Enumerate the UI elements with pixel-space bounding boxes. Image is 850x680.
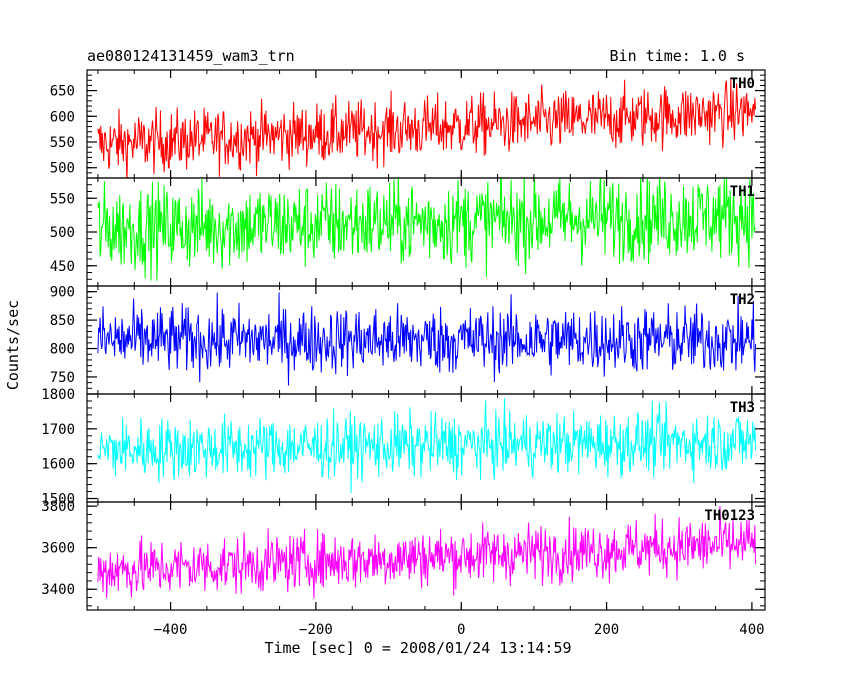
y-tick-label: 450 bbox=[50, 259, 75, 275]
x-tick-label: 200 bbox=[594, 622, 619, 638]
x-axis: −400 −200 0 200 400 bbox=[154, 622, 765, 638]
y-tick-label: 850 bbox=[50, 313, 75, 329]
panels-group: 500 550 600 650 TH0 450 500 550 TH1 750 800 850 900 T… bbox=[41, 69, 766, 611]
series-line-th0 bbox=[97, 77, 757, 178]
panel-label: TH1 bbox=[730, 184, 755, 200]
panel-label: TH0 bbox=[730, 76, 755, 92]
series-line-th0123 bbox=[97, 506, 757, 599]
y-tick-label: 1800 bbox=[41, 387, 75, 403]
panel-th0123: 3400 3600 3800 TH0123 bbox=[41, 499, 766, 611]
y-tick-label: 500 bbox=[50, 161, 75, 177]
y-axis-label: Counts/sec bbox=[4, 300, 22, 390]
y-tick-label: 650 bbox=[50, 84, 75, 100]
x-tick-label: −200 bbox=[299, 622, 333, 638]
y-tick-label: 3400 bbox=[41, 582, 75, 598]
x-axis-label: Time [sec] 0 = 2008/01/24 13:14:59 bbox=[264, 639, 571, 657]
y-tick-label: 1600 bbox=[41, 457, 75, 473]
series-line-th1 bbox=[97, 178, 756, 281]
y-tick-label: 800 bbox=[50, 342, 75, 358]
y-tick-label: 1700 bbox=[41, 422, 75, 438]
x-tick-label: −400 bbox=[154, 622, 188, 638]
panel-label: TH3 bbox=[730, 400, 755, 416]
panel-frame bbox=[86, 285, 766, 395]
y-tick-label: 550 bbox=[50, 135, 75, 151]
bin-time-label: Bin time: 1.0 s bbox=[610, 47, 745, 65]
y-tick-label: 600 bbox=[50, 109, 75, 125]
panel-th0: 500 550 600 650 TH0 bbox=[50, 69, 766, 179]
panel-label: TH2 bbox=[730, 292, 755, 308]
y-tick-label: 500 bbox=[50, 225, 75, 241]
y-tick-label: 750 bbox=[50, 370, 75, 386]
panel-th2: 750 800 850 900 TH2 bbox=[50, 285, 766, 395]
panel-label: TH0123 bbox=[704, 508, 755, 524]
panel-th1: 450 500 550 TH1 bbox=[50, 177, 766, 287]
panel-th3: 1500 1600 1700 1800 TH3 bbox=[41, 387, 766, 508]
y-tick-label: 550 bbox=[50, 191, 75, 207]
y-tick-label: 3800 bbox=[41, 499, 75, 515]
y-tick-label: 1500 bbox=[41, 492, 75, 508]
series-line-th3 bbox=[97, 398, 757, 493]
series-line-th2 bbox=[97, 292, 757, 386]
y-tick-label: 900 bbox=[50, 285, 75, 301]
x-tick-label: 400 bbox=[739, 622, 764, 638]
chart-title: ae080124131459_wam3_trn bbox=[87, 47, 295, 65]
y-tick-label: 3600 bbox=[41, 541, 75, 557]
x-tick-label: 0 bbox=[457, 622, 465, 638]
